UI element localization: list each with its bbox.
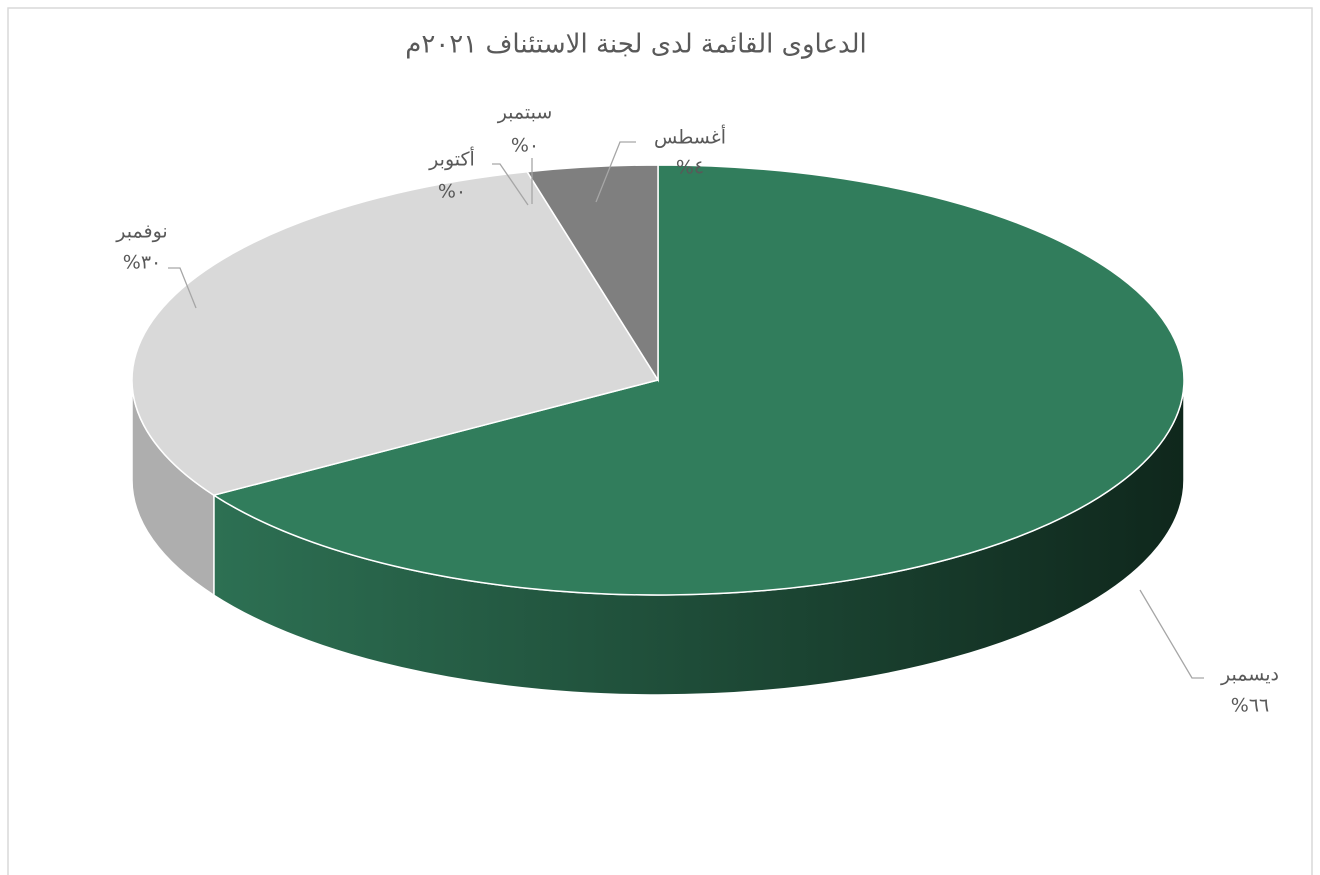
data-label-category: أكتوبر <box>428 147 475 171</box>
leader-line <box>168 267 197 309</box>
pie-slice <box>212 164 1185 596</box>
pie-slice <box>525 164 659 383</box>
data-label-value: %٦٦ <box>1231 695 1269 717</box>
leader-line <box>492 163 529 206</box>
data-label-category: نوفمبر <box>115 221 167 243</box>
pie-slice <box>131 170 660 497</box>
data-label-value: %٠ <box>438 181 466 203</box>
data-label-category: ديسمبر <box>1220 664 1279 686</box>
chart-frame <box>7 7 1313 875</box>
data-label-category: أغسطس <box>654 125 726 149</box>
leader-line <box>1139 589 1204 679</box>
data-label-value: %٤ <box>676 157 704 179</box>
data-label-category: سبتمبر <box>497 102 553 124</box>
data-label-value: %٠ <box>511 135 539 157</box>
chart-title: الدعاوى القائمة لدى لجنة الاستئناف ٢٠٢١م <box>405 30 867 60</box>
leader-line <box>595 141 636 203</box>
data-label-value: %٣٠ <box>123 252 161 274</box>
